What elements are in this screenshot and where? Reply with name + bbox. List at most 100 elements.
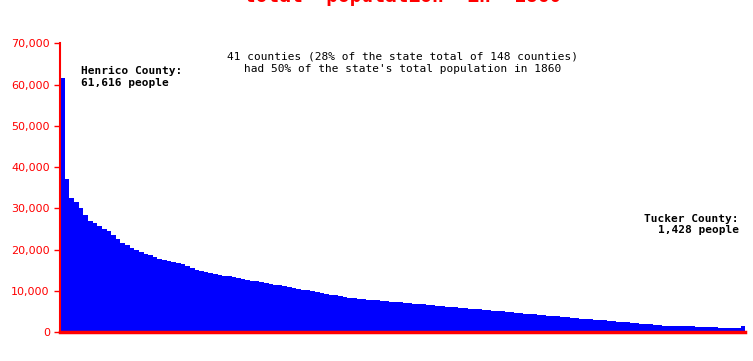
Bar <box>666 326 672 332</box>
Bar <box>575 318 579 332</box>
Bar <box>329 295 334 332</box>
Bar <box>662 326 666 332</box>
Bar <box>394 302 398 332</box>
Bar <box>509 312 514 332</box>
Bar <box>579 318 584 332</box>
Bar <box>422 304 426 332</box>
Bar <box>657 325 662 332</box>
Bar <box>97 226 102 332</box>
Bar <box>416 304 422 332</box>
Bar <box>634 323 639 332</box>
Bar <box>569 318 574 332</box>
Bar <box>181 265 185 332</box>
Bar <box>505 312 509 332</box>
Bar <box>106 231 111 332</box>
Bar <box>236 278 241 332</box>
Bar <box>727 328 732 332</box>
Bar <box>380 301 384 332</box>
Bar <box>209 273 213 332</box>
Bar <box>676 326 681 332</box>
Bar <box>630 323 634 332</box>
Text: Henrico County:
61,616 people: Henrico County: 61,616 people <box>81 66 182 88</box>
Bar <box>65 179 69 332</box>
Bar <box>625 322 630 332</box>
Bar <box>134 249 139 332</box>
Bar <box>357 299 361 332</box>
Bar <box>301 290 306 332</box>
Bar <box>343 297 347 332</box>
Bar <box>500 312 505 332</box>
Bar <box>319 293 324 332</box>
Bar <box>245 280 250 332</box>
Bar <box>366 300 370 332</box>
Bar <box>736 329 741 332</box>
Bar <box>69 198 74 332</box>
Bar <box>560 317 565 332</box>
Bar <box>639 324 644 332</box>
Bar <box>477 309 482 332</box>
Bar <box>194 270 199 332</box>
Bar <box>88 221 93 332</box>
Bar <box>672 326 676 332</box>
Bar <box>713 327 718 332</box>
Bar <box>718 328 722 332</box>
Bar <box>431 305 435 332</box>
Bar <box>616 322 620 332</box>
Bar <box>162 260 166 332</box>
Bar <box>315 292 319 332</box>
Bar <box>407 303 412 332</box>
Bar <box>361 299 366 332</box>
Bar <box>556 317 560 332</box>
Bar <box>468 309 472 332</box>
Bar <box>495 311 500 332</box>
Bar <box>653 325 657 332</box>
Bar <box>551 316 556 332</box>
Bar <box>602 320 607 332</box>
Bar <box>444 306 449 332</box>
Bar <box>157 259 162 332</box>
Bar <box>111 235 116 332</box>
Bar <box>588 319 593 332</box>
Bar <box>449 307 454 332</box>
Bar <box>681 326 685 332</box>
Bar <box>370 300 375 332</box>
Bar <box>144 254 148 332</box>
Bar <box>454 307 459 332</box>
Bar <box>218 275 222 332</box>
Text: Tucker County:
1,428 people: Tucker County: 1,428 people <box>644 214 739 235</box>
Bar <box>255 281 259 332</box>
Bar <box>463 308 468 332</box>
Bar <box>741 326 745 332</box>
Bar <box>565 317 569 332</box>
Bar <box>528 314 532 332</box>
Bar <box>310 291 315 332</box>
Bar <box>384 301 389 332</box>
Bar <box>185 266 190 332</box>
Bar <box>704 327 709 332</box>
Bar <box>523 314 528 332</box>
Bar <box>153 257 157 332</box>
Bar <box>130 248 134 332</box>
Bar <box>93 223 97 332</box>
Bar <box>213 274 218 332</box>
Bar <box>375 300 380 332</box>
Bar <box>102 229 106 332</box>
Bar <box>690 326 694 332</box>
Bar <box>491 311 495 332</box>
Bar <box>116 239 120 332</box>
Bar <box>482 310 486 332</box>
Bar <box>389 301 394 332</box>
Bar <box>700 327 704 332</box>
Bar <box>532 314 537 332</box>
Bar <box>648 325 653 332</box>
Bar <box>84 214 88 332</box>
Bar <box>338 296 343 332</box>
Bar <box>398 303 403 332</box>
Bar <box>232 277 236 332</box>
Bar <box>204 272 209 332</box>
Bar <box>426 305 431 332</box>
Bar <box>435 306 440 332</box>
Bar <box>440 306 444 332</box>
Bar <box>166 261 172 332</box>
Bar <box>241 279 245 332</box>
